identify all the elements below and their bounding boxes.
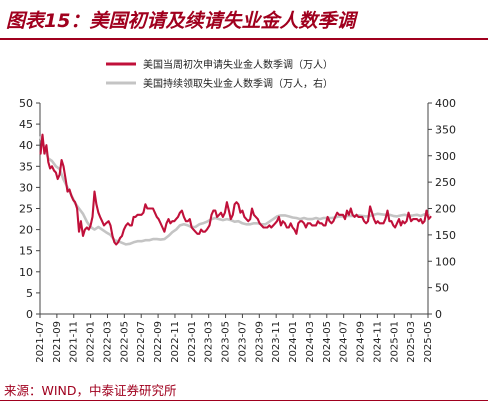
x-tick-label: 2024-05 (322, 321, 333, 363)
x-tick-label: 2023-07 (237, 321, 248, 363)
y-left-tick-label: 45 (19, 118, 33, 131)
x-tick-label: 2022-05 (119, 321, 130, 363)
x-tick-label: 2024-11 (372, 321, 383, 363)
x-tick-label: 2025-01 (389, 321, 400, 363)
y-right-tick-label: 250 (435, 176, 456, 189)
legend-label-initial-claims: 美国当周初次申请失业金人数季调（万人） (143, 58, 333, 71)
y-right-tick-label: 350 (435, 123, 456, 136)
y-left-tick-label: 30 (19, 181, 33, 194)
y-right-tick-label: 0 (435, 308, 442, 321)
y-right-tick-label: 50 (435, 282, 449, 295)
source-note: 来源：WIND，中泰证券研究所 (4, 383, 177, 398)
y-right-tick-label: 150 (435, 229, 456, 242)
x-tick-label: 2022-11 (170, 321, 181, 363)
legend-label-continuing-claims: 美国持续领取失业金人数季调（万人，右） (143, 77, 333, 90)
x-tick-label: 2023-09 (254, 321, 265, 363)
x-tick-label: 2023-01 (187, 321, 198, 363)
x-tick-label: 2025-05 (423, 321, 434, 363)
series-line-initial-claims (39, 133, 432, 246)
x-tick-label: 2021-11 (69, 321, 80, 363)
title-underline (0, 38, 488, 40)
y-left-tick-label: 35 (19, 160, 33, 173)
y-right-tick-label: 400 (435, 97, 456, 110)
y-right-tick-label: 300 (435, 150, 456, 163)
series-line-continuing-claims (39, 136, 430, 246)
y-left-tick-label: 25 (19, 203, 33, 216)
x-tick-label: 2022-07 (136, 321, 147, 363)
x-tick-label: 2022-01 (86, 321, 97, 363)
y-right-tick-label: 100 (435, 255, 456, 268)
y-left-tick-label: 0 (26, 308, 33, 321)
x-tick-label: 2023-03 (204, 321, 215, 363)
x-tick-label: 2024-09 (356, 321, 367, 363)
y-left-tick-label: 5 (26, 287, 33, 300)
y-left-tick-label: 15 (19, 245, 33, 258)
x-tick-label: 2024-07 (339, 321, 350, 363)
x-tick-label: 2022-09 (153, 321, 164, 363)
x-tick-label: 2021-09 (52, 321, 63, 363)
x-tick-label: 2025-03 (406, 321, 417, 363)
y-left-tick-label: 50 (19, 97, 33, 110)
x-tick-label: 2022-03 (102, 321, 113, 363)
x-tick-label: 2021-07 (35, 321, 46, 363)
chart-title: 图表15：美国初请及续请失业金人数季调 (6, 10, 356, 32)
bottom-rule (0, 400, 488, 401)
y-left-tick-label: 20 (19, 224, 33, 237)
x-tick-label: 2024-03 (305, 321, 316, 363)
title-bar: 图表15：美国初请及续请失业金人数季调 (0, 0, 488, 40)
x-tick-label: 2024-01 (288, 321, 299, 363)
x-tick-label: 2023-11 (271, 321, 282, 363)
y-left-tick-label: 40 (19, 139, 33, 152)
y-left-tick-label: 10 (19, 266, 33, 279)
legend: 美国当周初次申请失业金人数季调（万人） 美国持续领取失业金人数季调（万人，右） (106, 58, 333, 90)
y-right-tick-label: 200 (435, 203, 456, 216)
x-tick-label: 2023-05 (221, 321, 232, 363)
